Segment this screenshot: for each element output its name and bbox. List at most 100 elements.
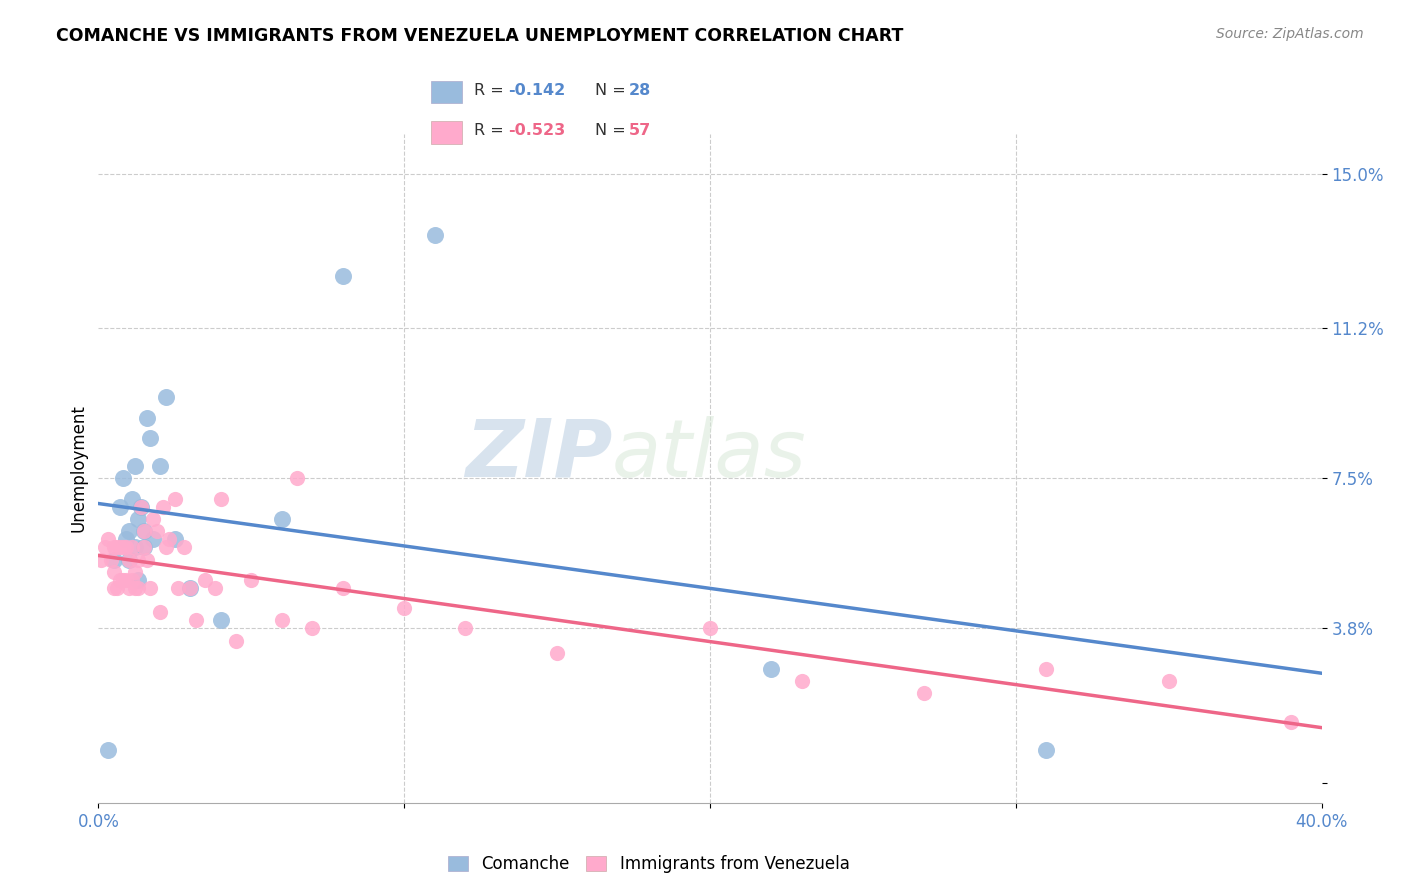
Point — [121, 541, 143, 555]
Point — [179, 581, 201, 595]
Point — [179, 581, 201, 595]
Text: N =: N = — [595, 83, 631, 98]
Point — [134, 541, 156, 555]
Point — [225, 633, 247, 648]
Point — [332, 581, 354, 595]
Point — [118, 552, 141, 566]
Point — [163, 533, 186, 547]
Point — [155, 390, 177, 404]
Text: 28: 28 — [628, 83, 651, 98]
FancyBboxPatch shape — [432, 81, 463, 103]
Point — [100, 552, 122, 566]
Point — [127, 573, 149, 587]
Point — [155, 541, 177, 555]
Y-axis label: Unemployment: Unemployment — [69, 404, 87, 533]
Point — [157, 533, 180, 547]
Text: N =: N = — [595, 123, 631, 138]
Point — [105, 581, 128, 595]
Text: ZIP: ZIP — [465, 416, 612, 494]
Point — [163, 491, 186, 506]
Point — [118, 581, 141, 595]
Point — [124, 581, 146, 595]
Point — [115, 573, 138, 587]
Point — [301, 622, 323, 636]
Point — [103, 541, 125, 555]
Point — [167, 581, 190, 595]
Point — [139, 581, 162, 595]
Point — [129, 500, 152, 514]
Point — [93, 541, 115, 555]
Point — [209, 491, 232, 506]
Point — [270, 512, 292, 526]
Point — [111, 573, 134, 587]
Point — [173, 541, 195, 555]
Point — [127, 512, 149, 526]
Point — [103, 552, 125, 566]
Point — [124, 459, 146, 474]
Text: 57: 57 — [628, 123, 651, 138]
Point — [97, 533, 120, 547]
Point — [759, 662, 782, 676]
Point — [97, 743, 120, 757]
Text: COMANCHE VS IMMIGRANTS FROM VENEZUELA UNEMPLOYMENT CORRELATION CHART: COMANCHE VS IMMIGRANTS FROM VENEZUELA UN… — [56, 27, 904, 45]
Point — [105, 541, 128, 555]
Point — [1035, 662, 1057, 676]
Point — [103, 581, 125, 595]
Point — [124, 541, 146, 555]
Text: R =: R = — [474, 123, 509, 138]
Point — [240, 573, 263, 587]
Point — [142, 512, 165, 526]
Text: Source: ZipAtlas.com: Source: ZipAtlas.com — [1216, 27, 1364, 41]
Legend: Comanche, Immigrants from Venezuela: Comanche, Immigrants from Venezuela — [440, 847, 858, 881]
Point — [912, 686, 935, 700]
Point — [142, 533, 165, 547]
Point — [127, 552, 149, 566]
Point — [108, 541, 131, 555]
Point — [103, 565, 125, 579]
Point — [423, 228, 446, 243]
Point — [139, 431, 162, 445]
Point — [129, 500, 152, 514]
Point — [699, 622, 721, 636]
Point — [204, 581, 226, 595]
Point — [115, 541, 138, 555]
Point — [124, 565, 146, 579]
Point — [152, 500, 174, 514]
Point — [136, 552, 159, 566]
Point — [546, 646, 568, 660]
Point — [134, 541, 156, 555]
Point — [134, 524, 156, 538]
Point — [790, 674, 813, 689]
Point — [90, 552, 112, 566]
Point — [108, 500, 131, 514]
Point — [111, 471, 134, 485]
Point — [108, 573, 131, 587]
Point — [332, 268, 354, 283]
Point — [145, 524, 167, 538]
Point — [127, 581, 149, 595]
Text: R =: R = — [474, 83, 509, 98]
Point — [454, 622, 477, 636]
Point — [134, 524, 156, 538]
Point — [194, 573, 217, 587]
Point — [118, 524, 141, 538]
Point — [270, 613, 292, 627]
Text: atlas: atlas — [612, 416, 807, 494]
Text: -0.523: -0.523 — [509, 123, 565, 138]
Point — [149, 605, 172, 619]
Point — [209, 613, 232, 627]
FancyBboxPatch shape — [432, 121, 463, 144]
Text: -0.142: -0.142 — [509, 83, 565, 98]
Point — [149, 459, 172, 474]
Point — [392, 601, 416, 615]
Point — [1279, 714, 1302, 729]
Point — [121, 573, 143, 587]
Point — [111, 541, 134, 555]
Point — [1035, 743, 1057, 757]
Point — [186, 613, 208, 627]
Point — [115, 533, 138, 547]
Point — [1157, 674, 1180, 689]
Point — [136, 410, 159, 425]
Point — [118, 552, 141, 566]
Point — [121, 491, 143, 506]
